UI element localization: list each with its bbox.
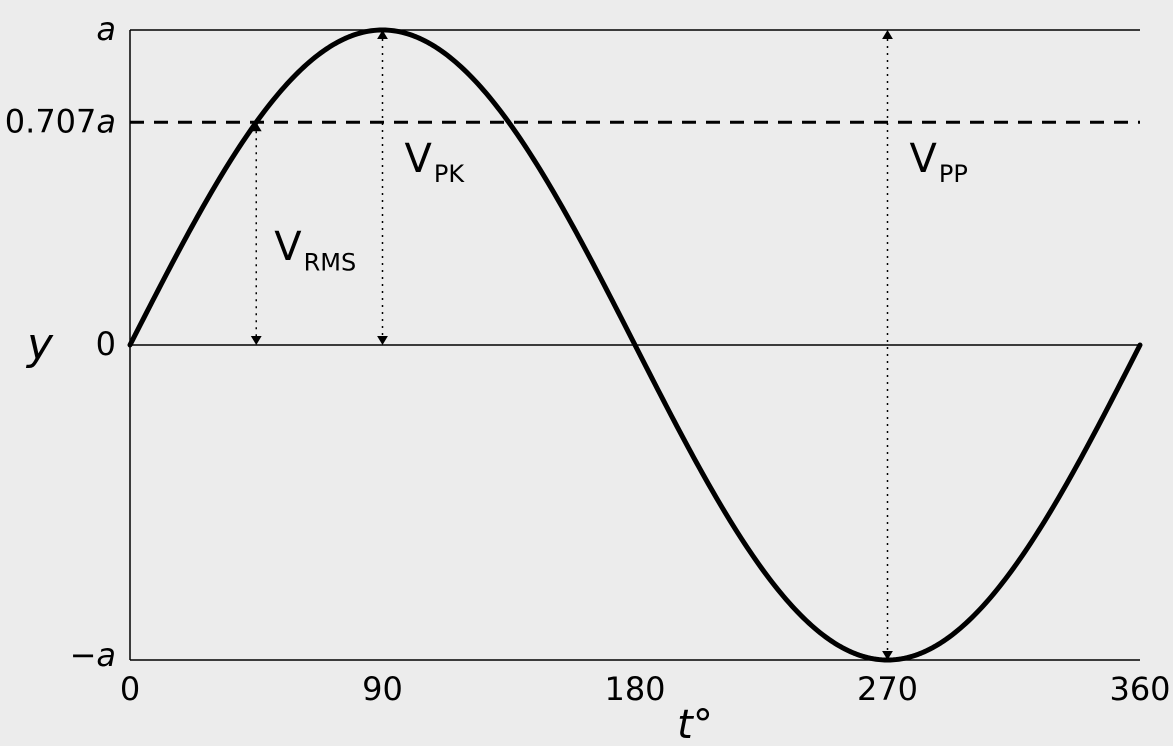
xtick-label: 360 [1109,670,1170,708]
ytick-label: 0 [96,325,116,363]
ytick-label: −a [70,636,116,674]
xtick-label: 90 [362,670,403,708]
xtick-label: 0 [120,670,140,708]
vpp-label-svg: VPP [910,136,968,188]
vpk-label-svg: VPK [405,136,466,188]
y-axis-label-svg: y [25,319,54,370]
x-axis-label-svg: t° [677,702,713,746]
xtick-label: 180 [604,670,665,708]
ytick-label: 0.707a [5,102,116,140]
ytick-label: a [96,10,116,48]
xtick-label: 270 [857,670,918,708]
sine-wave-chart: 090180270360t°−a00.707aayVRMSVPKVPP [0,0,1173,746]
vrms-label-svg: VRMS [274,224,356,276]
